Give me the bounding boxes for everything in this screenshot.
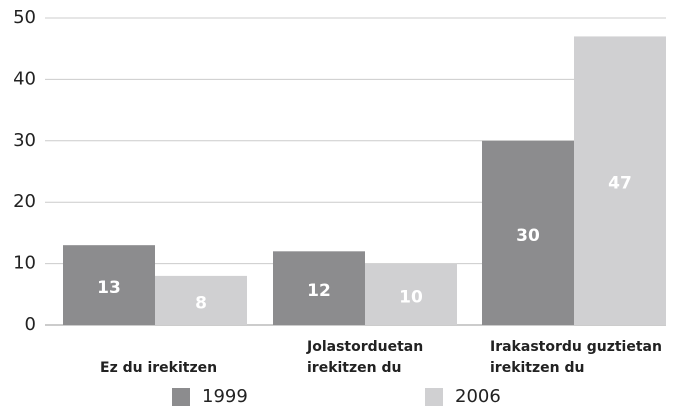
legend-label: 1999 [202, 386, 248, 406]
y-tick-label: 0 [25, 314, 36, 335]
y-tick-label: 40 [13, 68, 36, 89]
x-tick-label: Jolastorduetan [306, 339, 423, 355]
data-label: 13 [97, 278, 121, 298]
data-label: 12 [307, 281, 331, 301]
x-tick-label: Ez du irekitzen [100, 360, 217, 376]
y-tick-label: 10 [13, 253, 36, 274]
y-tick-label: 50 [13, 7, 36, 28]
bar [574, 36, 666, 326]
data-label: 47 [608, 174, 632, 194]
legend-swatch [425, 388, 443, 406]
data-label: 30 [516, 226, 540, 246]
legend-label: 2006 [455, 386, 501, 406]
x-tick-label: Irakastordu guztietan [490, 339, 662, 355]
bar [155, 275, 247, 325]
bar [63, 245, 155, 325]
bar [482, 140, 574, 325]
x-tick-label: irekitzen du [490, 360, 584, 376]
bar [273, 251, 365, 325]
x-tick-label: irekitzen du [307, 360, 401, 376]
data-label: 10 [399, 287, 423, 307]
data-label: 8 [195, 293, 207, 313]
y-tick-label: 30 [13, 130, 36, 151]
legend-swatch [172, 388, 190, 406]
y-tick-label: 20 [13, 191, 36, 212]
bar [365, 263, 457, 325]
